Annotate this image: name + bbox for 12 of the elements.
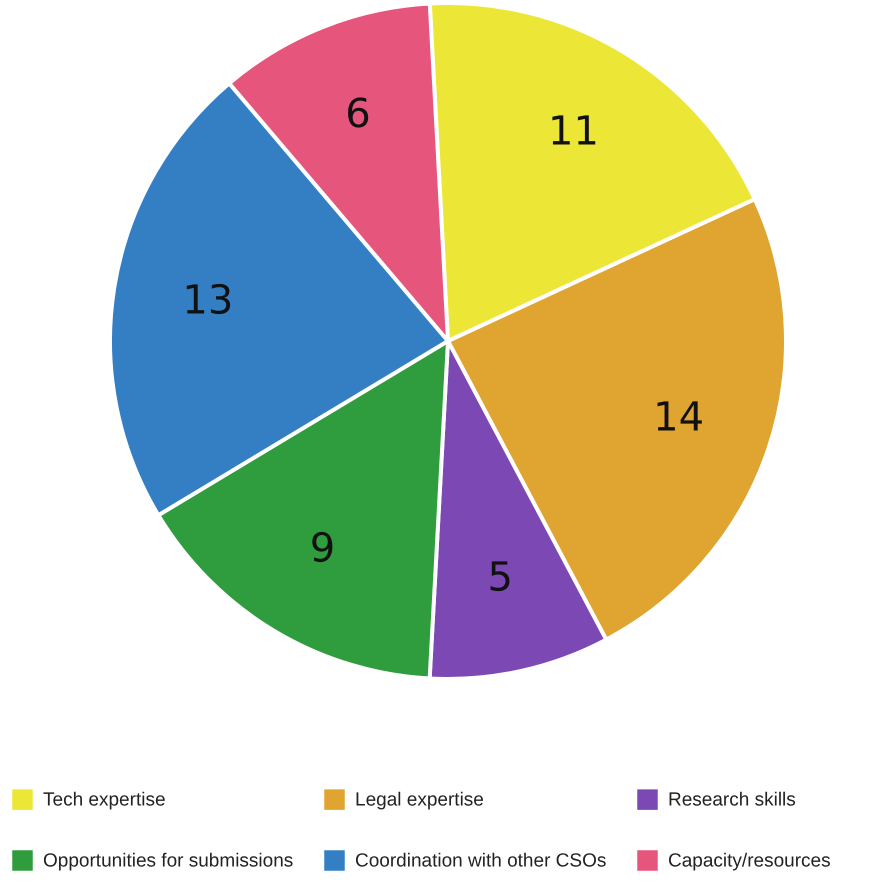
legend-label: Opportunities for submissions <box>43 850 294 872</box>
legend-label: Capacity/resources <box>668 850 831 872</box>
data-label: 14 <box>653 394 704 441</box>
data-label: 11 <box>548 108 599 154</box>
data-label: 5 <box>488 554 513 601</box>
legend-label: Legal expertise <box>355 790 484 811</box>
data-label: 9 <box>310 526 336 572</box>
data-label: 6 <box>345 90 371 137</box>
legend-label: Research skills <box>668 790 796 811</box>
data-label: 13 <box>182 278 234 324</box>
legend-label: Coordination with other CSOs <box>355 850 606 872</box>
legend-label: Tech expertise <box>43 790 166 811</box>
